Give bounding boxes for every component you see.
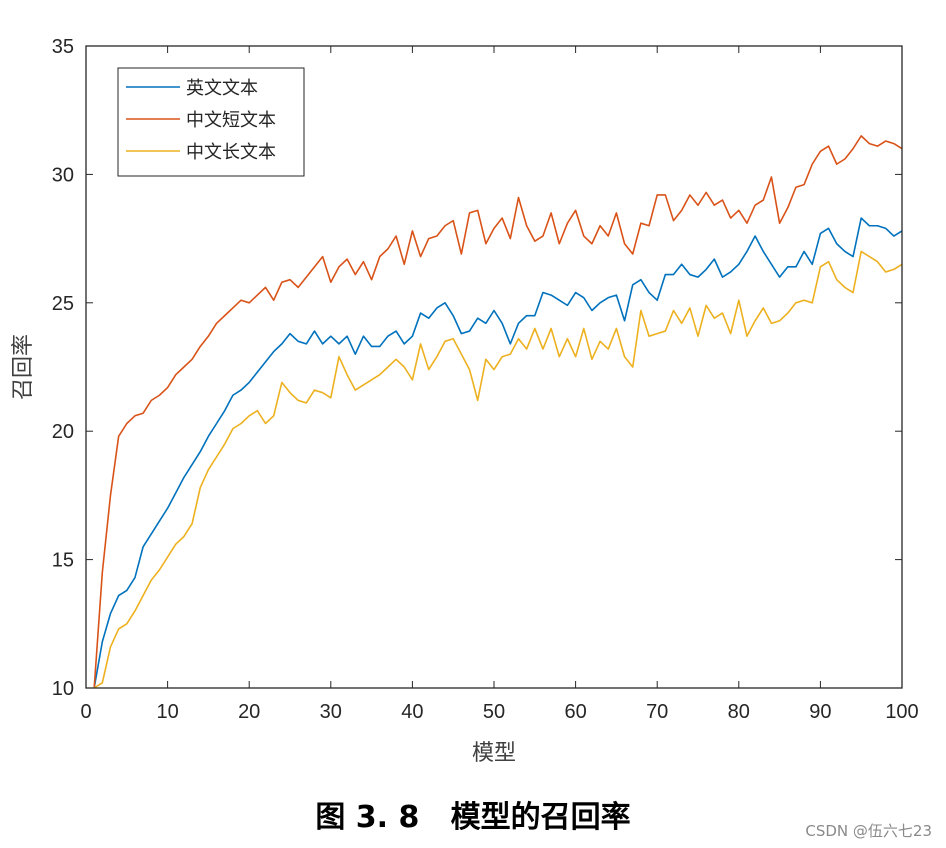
series-line-3 [93,250,903,689]
y-tick-label: 10 [52,678,74,700]
y-tick-label: 30 [52,164,74,186]
recall-line-chart: 0 10 20 30 40 50 60 70 80 90 100 10 15 20 25 30 35 模型 召回… [11,36,919,766]
watermark: CSDN @伍六七23 [805,822,932,840]
x-tick-label: 100 [885,701,918,723]
x-tick-label: 10 [156,701,178,723]
series-line-1 [93,217,903,689]
y-tick-label: 20 [52,421,74,443]
y-tick-label: 15 [52,550,74,572]
x-tick-label: 70 [646,701,668,723]
x-tick-label: 30 [320,701,342,723]
y-tick-label: 35 [52,36,74,58]
series-layer [93,135,903,689]
y-tick-label: 25 [52,293,74,315]
legend-label-1: 英文文本 [186,78,258,99]
x-tick-label: 40 [401,701,423,723]
x-tick-label: 20 [238,701,260,723]
legend-label-3: 中文长文本 [186,142,276,163]
x-tick-label: 90 [809,701,831,723]
legend-box [117,67,305,177]
x-tick-label: 50 [483,701,505,723]
x-tick-label: 0 [80,701,91,723]
x-tick-label: 60 [564,701,586,723]
y-axis-title: 召回率 [11,334,36,400]
figure-caption: 图 3. 8 模型的召回率 [315,800,631,835]
series-line-2 [93,135,903,689]
x-tick-label: 80 [728,701,750,723]
legend-label-2: 中文短文本 [186,110,276,131]
x-axis-title: 模型 [472,741,516,766]
ticks-layer: 0 10 20 30 40 50 60 70 80 90 100 10 15 20 25 30 35 [52,36,919,723]
